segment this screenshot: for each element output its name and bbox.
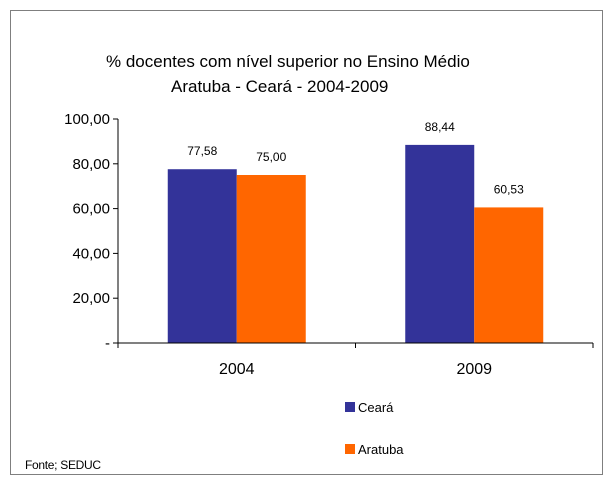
legend-swatch-ceará — [345, 402, 355, 412]
source-note: Fonte; SEDUC — [25, 458, 101, 472]
data-label: 60,53 — [494, 182, 524, 196]
data-label: 88,44 — [425, 120, 455, 134]
bar-chart: % docentes com nível superior no Ensino … — [25, 52, 594, 472]
y-tick-label: 20,00 — [72, 290, 110, 307]
x-tick-label: 2009 — [456, 361, 492, 378]
y-tick-label: 100,00 — [64, 111, 110, 128]
bar-aratuba-2004 — [236, 175, 306, 343]
x-tick-label: 2004 — [219, 361, 255, 378]
bar-ceará-2004 — [167, 169, 237, 343]
bar-ceará-2009 — [405, 144, 475, 343]
chart-title: % docentes com nível superior no Ensino … — [106, 52, 470, 71]
y-tick-label: - — [105, 335, 110, 352]
plot-area: 77,58 75,00 88,44 60,53 - 20,00 40,00 60,00 80,0… — [64, 111, 594, 378]
data-label: 75,00 — [256, 150, 286, 164]
chart-frame: % docentes com nível superior no Ensino … — [10, 10, 603, 475]
legend-label-ceará: Ceará — [358, 400, 394, 415]
chart-subtitle: Aratuba - Ceará - 2004-2009 — [171, 77, 388, 96]
legend-label-aratuba: Aratuba — [358, 442, 404, 457]
legend-swatch-aratuba — [345, 444, 355, 454]
y-tick-label: 60,00 — [72, 201, 110, 218]
bar-aratuba-2009 — [474, 207, 544, 343]
legend: Ceará Aratuba — [345, 400, 404, 457]
y-tick-label: 80,00 — [72, 156, 110, 173]
y-tick-label: 40,00 — [72, 245, 110, 262]
data-label: 77,58 — [187, 144, 217, 158]
